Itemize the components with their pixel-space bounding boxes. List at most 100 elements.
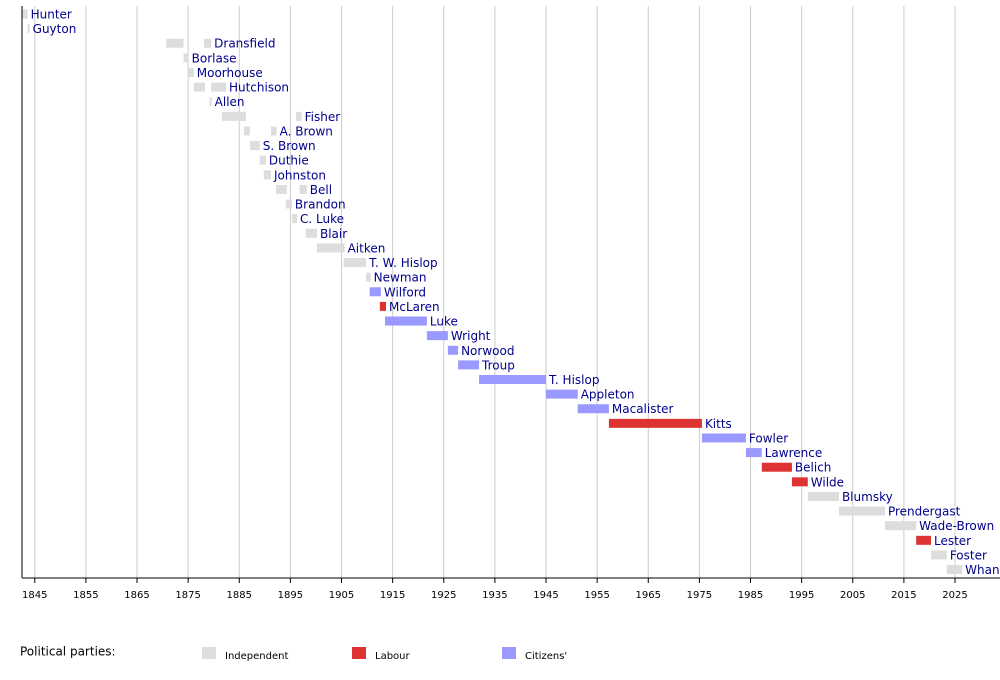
x-tick-label: 1915 <box>380 590 405 601</box>
legend-label: Independent <box>225 651 288 662</box>
term-bar <box>745 448 762 458</box>
term-bar <box>263 170 271 180</box>
mayor-name: S. Brown <box>263 139 316 153</box>
mayor-name: Blair <box>320 227 347 241</box>
mayor-name: Fisher <box>305 110 341 124</box>
mayor-name: Lawrence <box>765 446 823 460</box>
mayor-name: McLaren <box>389 300 440 314</box>
mayor-name: Troup <box>481 358 515 372</box>
mayor-name: Blumsky <box>842 490 893 504</box>
term-bar <box>546 389 578 399</box>
x-tick-label: 1945 <box>533 590 558 601</box>
x-tick-label: 2005 <box>840 590 865 601</box>
term-bar <box>204 38 212 48</box>
mayor-name: Hutchison <box>229 81 289 95</box>
legend-title: Political parties: <box>20 645 116 659</box>
term-bar <box>379 301 387 311</box>
x-tick-label: 1955 <box>584 590 609 601</box>
term-bar <box>791 477 808 487</box>
term-bar <box>701 433 746 443</box>
legend-swatch <box>502 647 516 659</box>
mayor-name: Appleton <box>581 388 635 402</box>
mayor-name: Wilde <box>811 475 844 489</box>
mayor-name: Wilford <box>384 285 426 299</box>
term-bar <box>426 331 448 341</box>
mayor-name: Guyton <box>33 22 77 36</box>
term-bar <box>930 550 947 560</box>
mayor-name: T. W. Hislop <box>368 256 438 270</box>
term-bar <box>316 243 345 253</box>
term-bar <box>761 462 792 472</box>
term-bar <box>884 521 917 531</box>
term-bar <box>608 418 702 428</box>
term-bar <box>299 184 307 194</box>
term-bar <box>291 214 298 224</box>
term-bar <box>183 53 189 63</box>
term-bar <box>193 82 206 92</box>
legend-label: Labour <box>375 651 411 662</box>
term-bar <box>276 184 287 194</box>
term-bar <box>221 111 246 121</box>
term-bar <box>916 535 931 545</box>
mayor-name: Foster <box>950 548 987 562</box>
mayor-name: Brandon <box>295 198 346 212</box>
x-tick-label: 1875 <box>175 590 200 601</box>
term-bar <box>458 360 480 370</box>
mayor-name: Norwood <box>461 344 514 358</box>
x-tick-label: 1865 <box>124 590 149 601</box>
legend-label: Citizens' <box>525 651 567 662</box>
mayor-name: Allen <box>215 95 245 109</box>
x-tick-label: 1935 <box>482 590 507 601</box>
mayor-name: Bell <box>310 183 332 197</box>
term-bar <box>838 506 885 516</box>
term-bar <box>807 491 839 501</box>
mayor-name: Whanau <box>965 563 1000 577</box>
x-tick-label: 1995 <box>789 590 814 601</box>
x-tick-label: 2025 <box>942 590 967 601</box>
mayor-name: Borlase <box>192 51 237 65</box>
term-bar <box>447 345 459 355</box>
term-bar <box>305 228 317 238</box>
term-bar <box>479 375 547 384</box>
mayor-name: Hunter <box>31 8 72 22</box>
x-tick-label: 1905 <box>329 590 354 601</box>
term-bar <box>243 126 251 136</box>
mayor-name: Macalister <box>612 402 674 416</box>
mayor-name: Kitts <box>705 417 732 431</box>
mayor-name: Wright <box>451 329 491 343</box>
x-tick-label: 2015 <box>891 590 916 601</box>
term-bar <box>577 404 609 414</box>
mayor-name: T. Hislop <box>548 373 599 387</box>
x-tick-label: 1965 <box>636 590 661 601</box>
x-tick-label: 1975 <box>687 590 712 601</box>
term-bar <box>27 24 30 34</box>
mayor-name: Duthie <box>269 154 309 168</box>
term-bar <box>209 97 212 107</box>
mayor-name: C. Luke <box>300 212 344 226</box>
term-bar <box>384 316 427 326</box>
term-bar <box>285 199 292 209</box>
x-tick-label: 1855 <box>73 590 98 601</box>
mayor-name: Wade-Brown <box>919 519 994 533</box>
term-bar <box>166 38 184 48</box>
term-bar <box>946 565 963 575</box>
x-tick-label: 1885 <box>227 590 252 601</box>
term-bar <box>250 141 260 151</box>
mayor-name: Moorhouse <box>197 66 263 80</box>
mayor-name: Newman <box>374 271 427 285</box>
term-bar <box>211 82 226 92</box>
mayor-name: Luke <box>430 315 458 329</box>
term-bar <box>296 111 302 121</box>
mayor-name: Prendergast <box>888 505 961 519</box>
legend-swatch <box>202 647 216 659</box>
mayor-name: Lester <box>934 534 971 548</box>
mayor-name: Fowler <box>749 431 788 445</box>
x-tick-label: 1895 <box>278 590 303 601</box>
mayor-name: Johnston <box>273 168 326 182</box>
term-bar <box>369 287 381 297</box>
mayor-name: Belich <box>795 461 832 475</box>
term-bar <box>343 258 367 268</box>
x-tick-label: 1925 <box>431 590 456 601</box>
term-bar <box>366 272 371 282</box>
